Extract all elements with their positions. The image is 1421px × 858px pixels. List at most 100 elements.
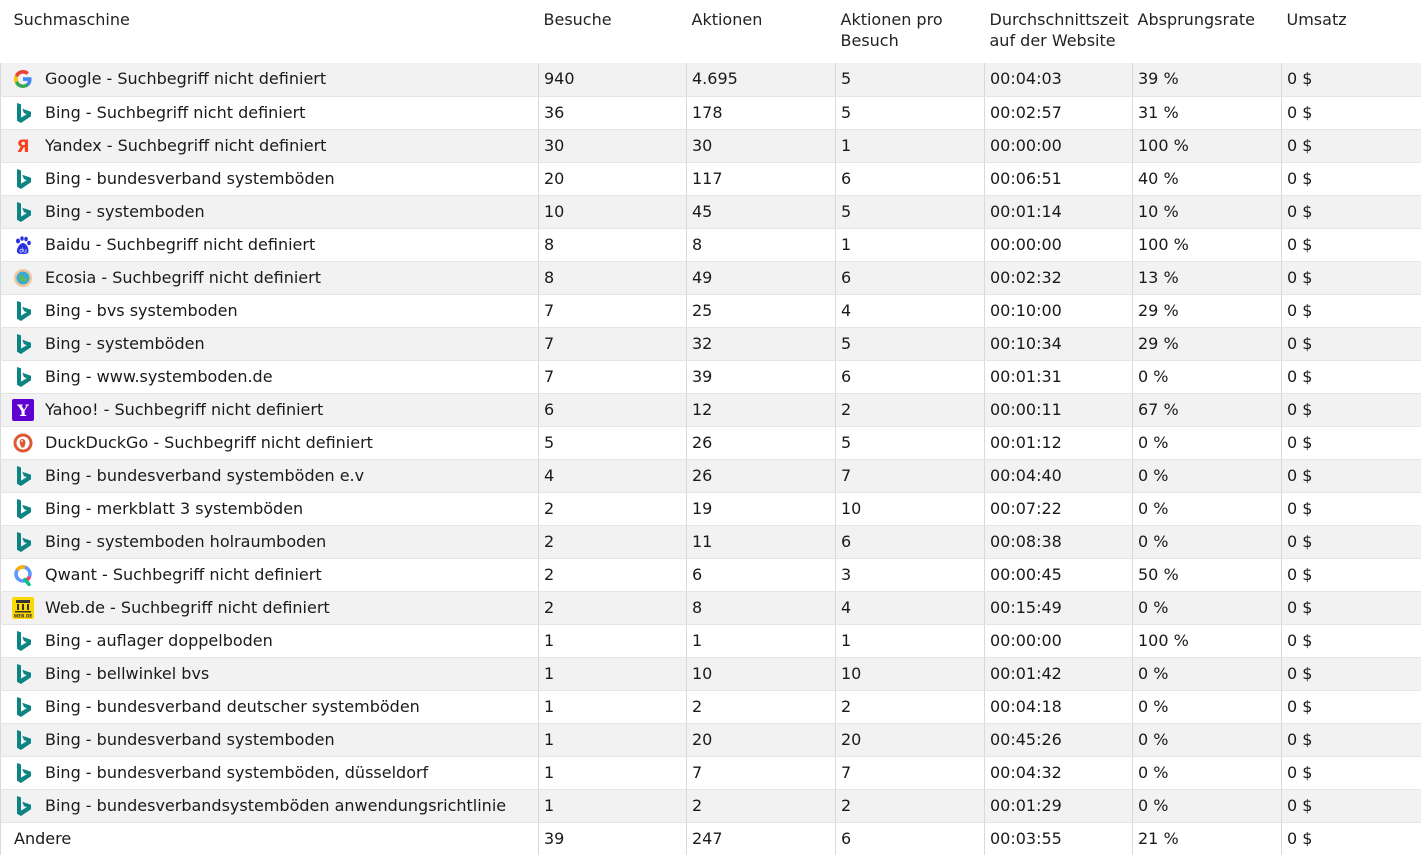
table-row[interactable]: Bing - systemböden 7 32 5 00:10:34 29 % 0 $: [0, 327, 1421, 361]
row-actions-per-visit: 5: [835, 96, 985, 130]
row-revenue: 0 $: [1281, 63, 1421, 97]
row-label-cell: Bing - bundesverband systemböden e.v: [0, 459, 539, 493]
row-actions: 45: [686, 195, 836, 229]
row-actions-per-visit: 6: [835, 822, 985, 855]
column-header-revenue[interactable]: Umsatz: [1286, 10, 1347, 29]
row-actions-per-visit: 2: [835, 789, 985, 823]
row-revenue: 0 $: [1281, 96, 1421, 130]
table-row[interactable]: Bing - www.systemboden.de 7 39 6 00:01:31 0 %…: [0, 360, 1421, 394]
row-actions-per-visit: 4: [835, 294, 985, 328]
table-row[interactable]: Bing - bundesverband systemböden, düssel…: [0, 756, 1421, 790]
row-visits: 1: [538, 690, 687, 724]
yahoo-icon: Y: [12, 398, 34, 421]
row-actions: 178: [686, 96, 836, 130]
row-actions: 2: [686, 789, 836, 823]
row-label-cell: Bing - bundesverband systemböden: [0, 162, 539, 196]
table-row[interactable]: Bing - bundesverband systemboden 1 20 20 00:…: [0, 723, 1421, 757]
row-label: Qwant - Suchbegriff nicht definiert: [45, 564, 322, 584]
row-actions: 39: [686, 360, 836, 394]
row-actions-per-visit: 6: [835, 360, 985, 394]
table-row[interactable]: du Baidu - Suchbegriff nicht definiert 8 8 1…: [0, 228, 1421, 262]
row-label-cell: DuckDuckGo - Suchbegriff nicht definiert: [0, 426, 539, 460]
table-row[interactable]: Bing - bundesverband deutscher systemböd…: [0, 690, 1421, 724]
table-row[interactable]: Y Yahoo! - Suchbegriff nicht definiert 6 12…: [0, 393, 1421, 427]
row-avg-time: 00:04:03: [984, 63, 1133, 97]
table-row[interactable]: Qwant - Suchbegriff nicht definiert 2 6 3 00…: [0, 558, 1421, 592]
row-actions: 8: [686, 591, 836, 625]
table-row[interactable]: Ecosia - Suchbegriff nicht definiert 8 49 6…: [0, 261, 1421, 295]
svg-text:Я: Я: [16, 137, 29, 156]
column-header-bounce-rate[interactable]: Absprungsrate: [1137, 10, 1255, 29]
table-row[interactable]: Я Yandex - Suchbegriff nicht definiert 30 3…: [0, 129, 1421, 163]
webde-icon: WEB.DE: [12, 596, 34, 619]
table-row-other[interactable]: Andere 39 247 6 00:03:55 21 % 0 $: [0, 822, 1421, 855]
table-row[interactable]: Bing - bellwinkel bvs 1 10 10 00:01:42 0 % 0 $: [0, 657, 1421, 691]
row-bounce-rate: 100 %: [1132, 129, 1282, 163]
row-label-wrapper: du Baidu - Suchbegriff nicht definiert: [12, 229, 533, 261]
column-header-actions[interactable]: Aktionen: [691, 10, 763, 29]
row-revenue: 0 $: [1281, 624, 1421, 658]
bing-icon: [12, 201, 34, 223]
row-label: Web.de - Suchbegriff nicht definiert: [45, 597, 330, 617]
table-row[interactable]: DuckDuckGo - Suchbegriff nicht definiert…: [0, 426, 1421, 460]
row-label-cell: Bing - auflager doppelboden: [0, 624, 539, 658]
row-bounce-rate: 0 %: [1132, 492, 1282, 526]
table-row[interactable]: Google - Suchbegriff nicht definiert 940 4…: [0, 63, 1421, 97]
row-revenue: 0 $: [1281, 294, 1421, 328]
bing-icon: [12, 465, 34, 487]
row-label: Bing - merkblatt 3 systemböden: [45, 498, 304, 518]
table-row[interactable]: Bing - bundesverband systemböden 20 117 6 00…: [0, 162, 1421, 196]
bing-icon: [12, 795, 34, 817]
row-actions: 19: [686, 492, 836, 526]
table-row[interactable]: Bing - auflager doppelboden 1 1 1 00:00:00 10…: [0, 624, 1421, 658]
row-label-cell: Y Yahoo! - Suchbegriff nicht definiert: [0, 393, 539, 427]
row-actions-per-visit: 4: [835, 591, 985, 625]
row-revenue: 0 $: [1281, 195, 1421, 229]
row-bounce-rate: 39 %: [1132, 63, 1282, 97]
table-row[interactable]: Bing - systemboden holraumboden 2 11 6 00:08…: [0, 525, 1421, 559]
table-row[interactable]: Bing - bvs systemboden 7 25 4 00:10:00 29 % 0 …: [0, 294, 1421, 328]
row-label-cell: Google - Suchbegriff nicht definiert: [0, 63, 539, 97]
table-row[interactable]: Bing - bundesverbandsystemböden anwendun…: [0, 789, 1421, 823]
row-revenue: 0 $: [1281, 789, 1421, 823]
row-actions: 6: [686, 558, 836, 592]
column-header-actions-per-visit[interactable]: Aktionen pro Besuch: [840, 10, 943, 50]
row-label-cell: Bing - bvs systemboden: [0, 294, 539, 328]
row-label: Ecosia - Suchbegriff nicht definiert: [45, 267, 321, 287]
row-actions-per-visit: 7: [835, 459, 985, 493]
row-actions: 49: [686, 261, 836, 295]
table-row[interactable]: Bing - merkblatt 3 systemböden 2 19 10 00:07…: [0, 492, 1421, 526]
row-visits: 36: [538, 96, 687, 130]
row-actions-per-visit: 1: [835, 624, 985, 658]
row-label: Yahoo! - Suchbegriff nicht definiert: [45, 399, 324, 419]
bing-icon: [12, 729, 34, 751]
table-row[interactable]: Bing - bundesverband systemböden e.v 4 26 7…: [0, 459, 1421, 493]
row-label-cell: Qwant - Suchbegriff nicht definiert: [0, 558, 539, 592]
row-actions-per-visit: 1: [835, 129, 985, 163]
column-header-avg-time[interactable]: Durchschnittszeit auf der Website: [989, 10, 1129, 50]
row-avg-time: 00:00:45: [984, 558, 1133, 592]
row-bounce-rate: 0 %: [1132, 723, 1282, 757]
row-label-wrapper: Bing - merkblatt 3 systemböden: [12, 493, 533, 525]
row-label-wrapper: Bing - systemboden holraumboden: [12, 526, 533, 558]
row-label-wrapper: WEB.DE Web.de - Suchbegriff nicht definie…: [12, 592, 533, 624]
table-row[interactable]: WEB.DE Web.de - Suchbegriff nicht definie…: [0, 591, 1421, 625]
row-label-wrapper: Bing - bundesverband systemböden, düssel…: [12, 757, 533, 789]
row-visits: 39: [538, 822, 687, 855]
row-avg-time: 00:07:22: [984, 492, 1133, 526]
row-revenue: 0 $: [1281, 393, 1421, 427]
row-label: Andere: [0, 822, 539, 855]
row-actions: 25: [686, 294, 836, 328]
column-header-search-engine[interactable]: Suchmaschine: [13, 10, 130, 29]
table-row[interactable]: Bing - systemboden 10 45 5 00:01:14 10 % 0 $: [0, 195, 1421, 229]
row-label: Bing - www.systemboden.de: [45, 366, 273, 386]
row-bounce-rate: 67 %: [1132, 393, 1282, 427]
column-header-visits[interactable]: Besuche: [543, 10, 612, 29]
row-avg-time: 00:10:00: [984, 294, 1133, 328]
row-actions-per-visit: 5: [835, 426, 985, 460]
bing-icon: [12, 696, 34, 718]
row-actions-per-visit: 2: [835, 393, 985, 427]
table-row[interactable]: Bing - Suchbegriff nicht definiert 36 178 5…: [0, 96, 1421, 130]
row-revenue: 0 $: [1281, 525, 1421, 559]
